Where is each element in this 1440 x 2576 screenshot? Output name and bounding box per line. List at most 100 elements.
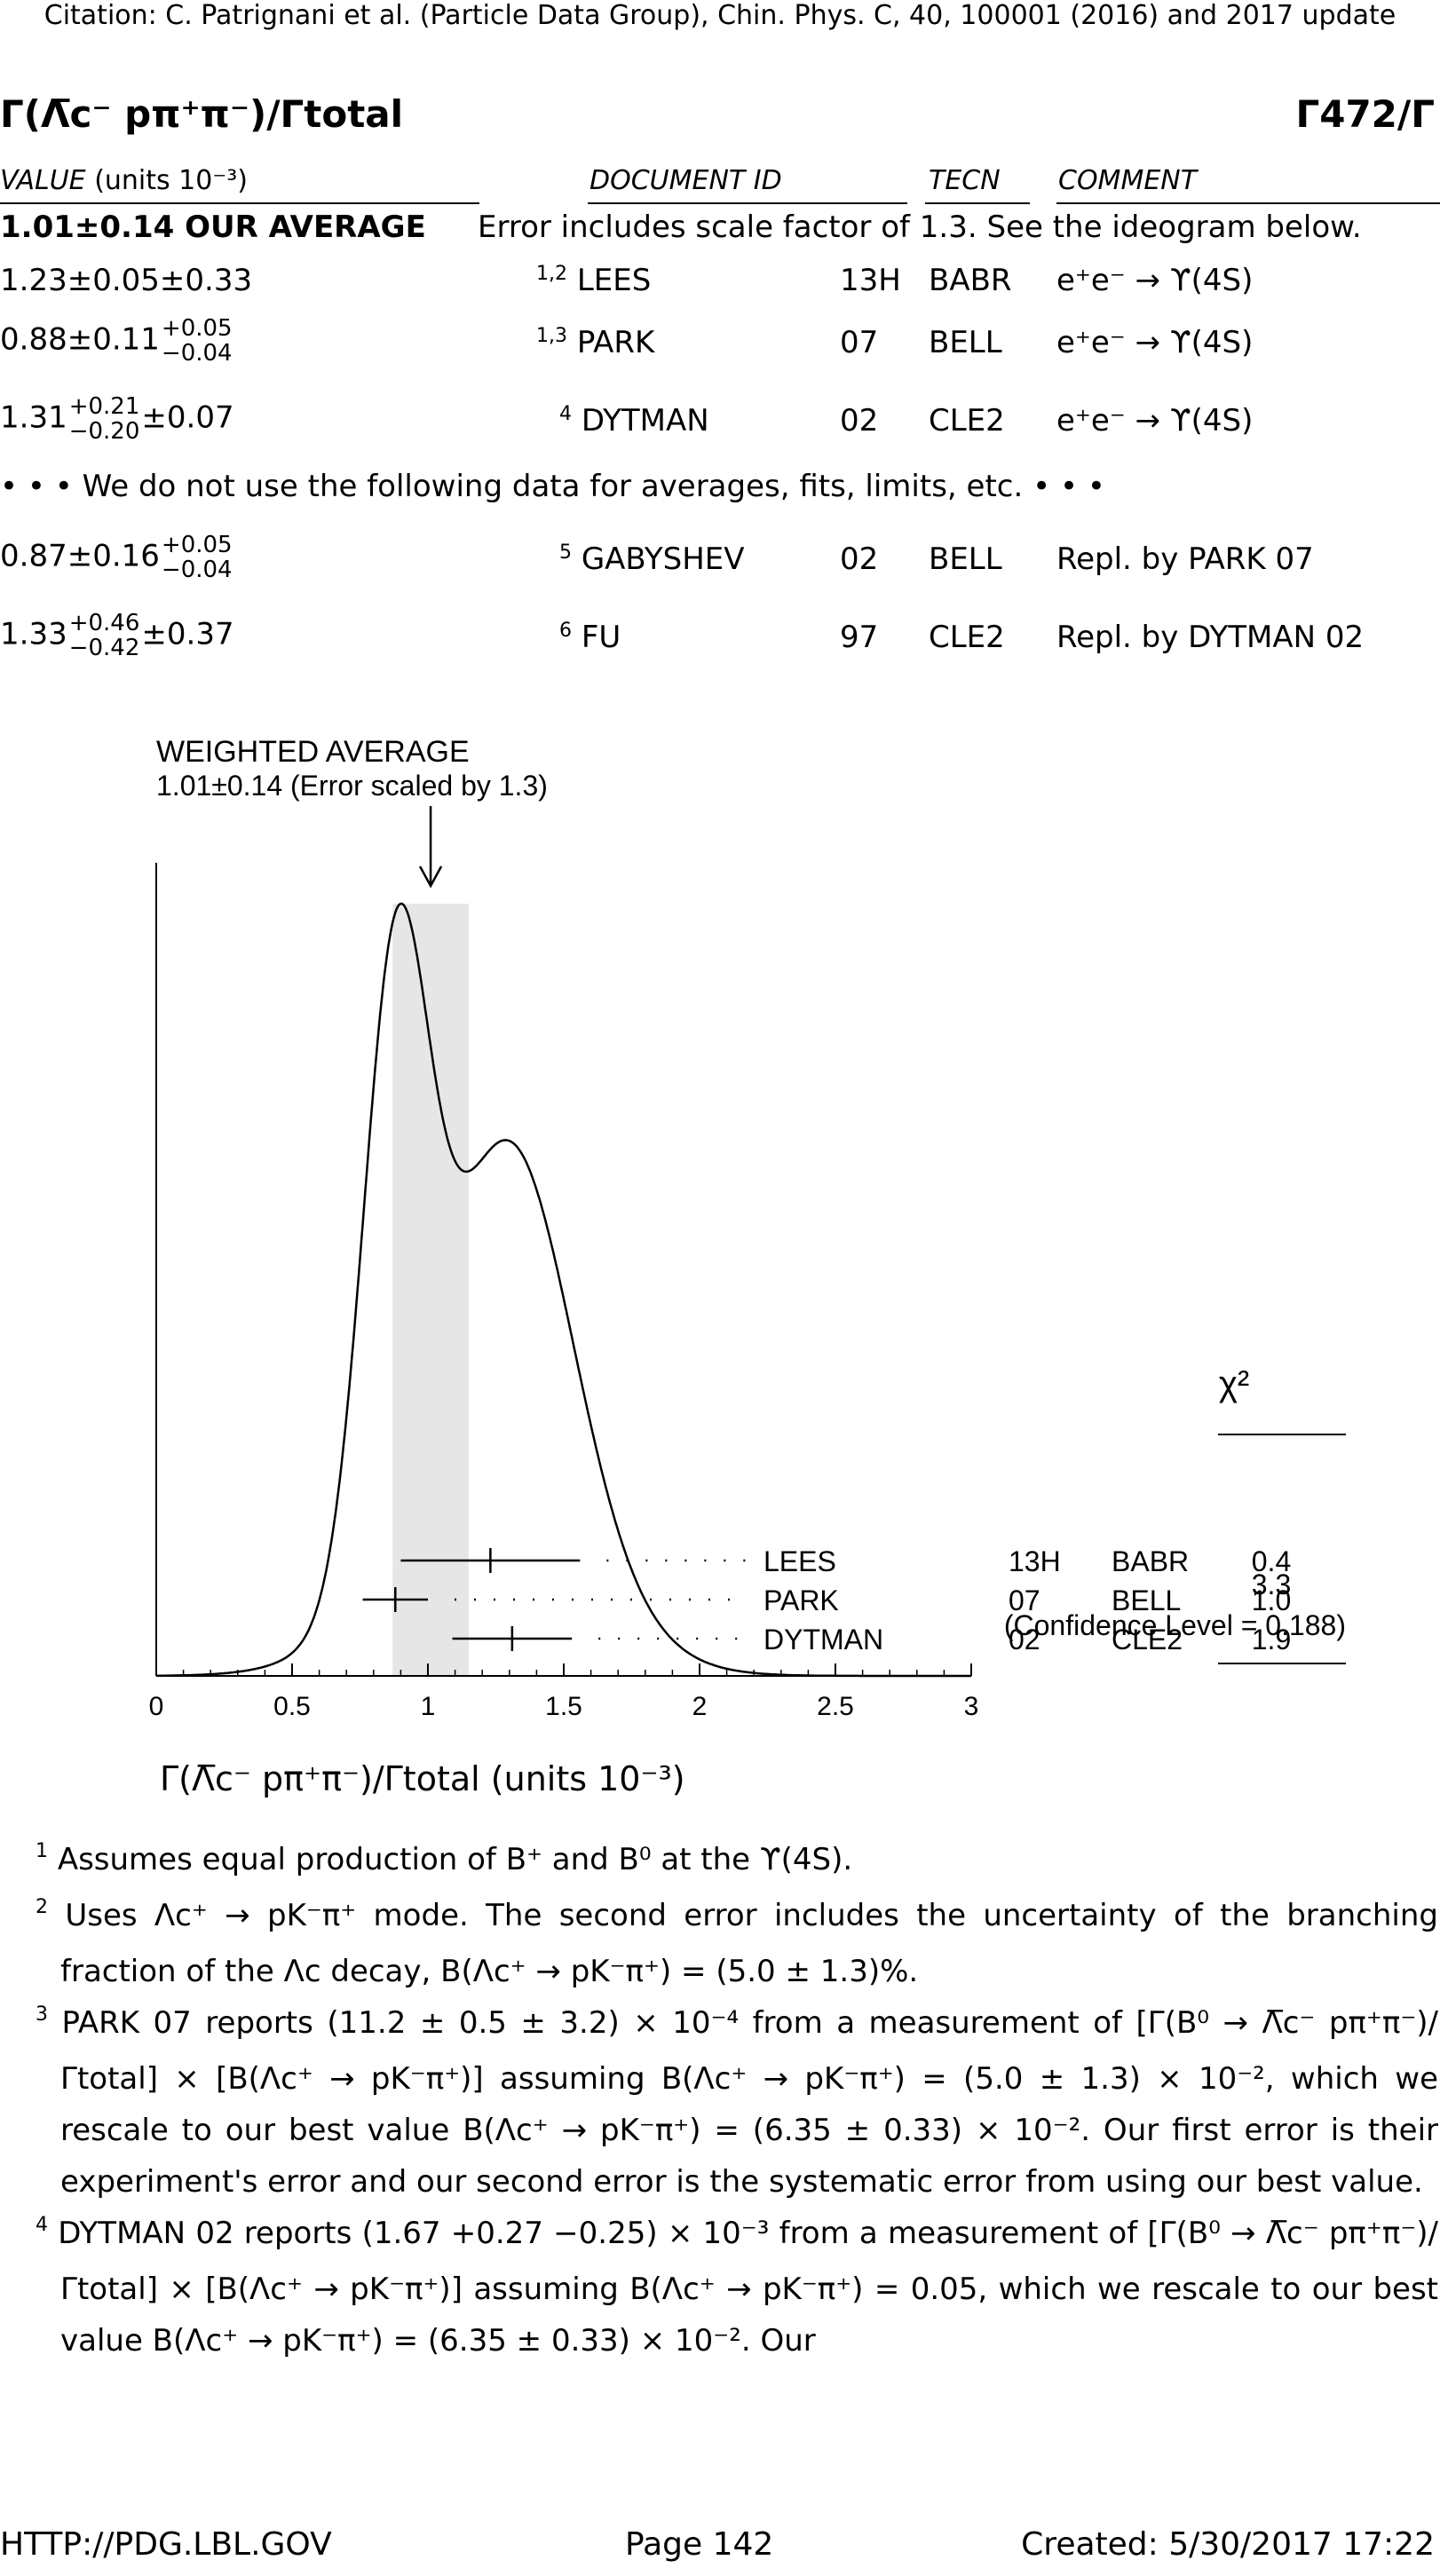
x-axis-label: Γ(Λ̅c⁻ pπ⁺π⁻)/Γtotal (units 10⁻³) [160,1759,685,1798]
table-row-year: 13H [840,263,901,298]
measurement-chi2: 1.0 [1252,1584,1291,1616]
weighted-average-value: 1.01±0.14 (Error scaled by 1.3) [156,770,548,802]
row-asym-err: +0.46 −0.42 [69,611,140,660]
footnote-number: 2 [36,1896,48,1918]
average-comment: Error includes scale factor of 1.3. See … [478,209,1362,245]
col-tecn-underline [925,202,1030,204]
col-tecn-header: TECN [929,165,1001,196]
err-down: −0.42 [68,635,140,661]
err-down: −0.04 [161,557,233,583]
footnote-number: 4 [36,2214,48,2236]
measurement-tecn: CLE2 [1112,1624,1183,1655]
footnote-text: PARK 07 reports (11.2 ± 0.5 ± 3.2) × 10⁻… [60,2005,1438,2200]
footnote-3: 3 PARK 07 reports (11.2 ± 0.5 ± 3.2) × 1… [36,1997,1438,2208]
not-used-note: • • • We do not use the following data f… [0,469,1105,504]
err-up: +0.05 [161,315,233,342]
footnote-text: Assumes equal production of B⁺ and B⁰ at… [57,1842,853,1877]
x-tick-label: 0 [149,1692,164,1721]
x-tick-label: 1 [421,1692,436,1721]
row-doc: DYTMAN [581,403,709,439]
weighted-average-title: WEIGHTED AVERAGE [156,735,470,769]
err-down: −0.04 [161,340,233,367]
table-row-year: 02 [840,541,879,577]
table-row-comment: e⁺e⁻ → ϒ(4S) [1056,403,1254,439]
row-doc: FU [581,620,621,655]
col-units-label: (units 10⁻³) [94,165,248,196]
ideogram-chart: WEIGHTED AVERAGE 1.01±0.14 (Error scaled… [149,735,1346,1721]
footnote-1: 1 Assumes equal production of B⁺ and B⁰ … [36,1834,1438,1890]
table-row-year: 02 [840,403,879,439]
citation-header: Citation: C. Patrignani et al. (Particle… [44,0,1396,31]
footnote-number: 3 [36,2003,48,2026]
col-comment-underline [1056,202,1440,204]
table-row-doc: 1,2 LEES [536,263,651,298]
footnote-number: 1 [36,1840,48,1862]
table-row-comment: Repl. by DYTMAN 02 [1056,620,1365,655]
measurement-name: DYTMAN [764,1624,883,1655]
row-refs: 6 [559,620,572,642]
footer-created: Created: 5/30/2017 17:22 [1021,2526,1435,2563]
row-value-tail: ±0.07 [141,399,234,436]
measurement-year: 13H [1009,1545,1061,1577]
table-row-doc: 5 GABYSHEV [559,541,745,577]
x-tick-label: 3 [964,1692,979,1721]
table-row-tecn: CLE2 [929,403,1005,439]
our-average: 1.01±0.14 OUR AVERAGE [0,209,426,245]
measurement-name: PARK [764,1584,839,1616]
table-row-tecn: BELL [929,325,1002,360]
table-row-tecn: CLE2 [929,620,1005,655]
footer-url[interactable]: HTTP://PDG.LBL.GOV [0,2526,332,2563]
row-refs: 1,2 [536,263,567,285]
table-row-value: 0.87±0.16 +0.05 −0.04 [0,533,234,582]
table-row-doc: 4 DYTMAN [559,403,709,439]
x-tick-label: 2 [692,1692,708,1721]
row-asym-err: +0.21 −0.20 [69,394,140,444]
average-arrow-head [418,865,443,889]
col-document-underline [588,202,907,204]
chi2-header: χ² [1219,1364,1249,1403]
col-document-header: DOCUMENT ID [589,165,782,196]
measurement-year: 02 [1009,1624,1040,1655]
measurement-year: 07 [1009,1584,1040,1616]
row-asym-err: +0.05 −0.04 [162,316,233,366]
row-doc: PARK [576,325,655,360]
col-comment-header: COMMENT [1058,165,1198,196]
err-up: +0.21 [68,393,140,420]
col-value-header: VALUE (units 10⁻³) [0,165,248,196]
footnotes: 1 Assumes equal production of B⁺ and B⁰ … [36,1834,1438,2367]
table-row-tecn: BELL [929,541,1002,577]
average-band [392,904,469,1676]
table-row-year: 07 [840,325,879,360]
table-row-comment: e⁺e⁻ → ϒ(4S) [1056,325,1254,360]
footnote-2: 2 Uses Λc⁺ → pK⁻π⁺ mode. The second erro… [36,1890,1438,1997]
err-up: +0.46 [68,610,140,636]
row-value-main: 0.88±0.11 [0,321,160,358]
page-title: Γ(Λ̅c⁻ pπ⁺π⁻)/Γtotal [0,92,404,136]
table-row-year: 97 [840,620,879,655]
row-value-tail: ±0.37 [141,616,234,652]
col-value-label: VALUE [0,165,86,196]
table-row-comment: e⁺e⁻ → ϒ(4S) [1056,263,1254,298]
row-value-main: 0.87±0.16 [0,538,160,574]
err-up: +0.05 [161,532,233,558]
col-value-underline [0,202,479,204]
table-row-value: 0.88±0.11 +0.05 −0.04 [0,316,234,366]
row-value-main: 1.31 [0,399,67,436]
footnote-text: Uses Λc⁺ → pK⁻π⁺ mode. The second error … [60,1898,1438,1989]
gamma-index: Γ472/Γ [1295,92,1435,136]
row-refs: 4 [559,403,572,425]
row-asym-err: +0.05 −0.04 [162,533,233,582]
chart-marks: 0 0.5 1 1.5 2 2.5 3 LEES 13H BABR 0.4 PARK 07 BELL 1.0… [149,806,1346,1721]
table-row-doc: 1,3 PARK [536,325,654,360]
table-row-value: 1.33 +0.46 −0.42 ±0.37 [0,611,234,660]
chi2-total: 3.3 [1252,1569,1291,1600]
row-doc: GABYSHEV [581,541,745,577]
measurement-tecn: BELL [1112,1584,1181,1616]
footnote-4: 4 DYTMAN 02 reports (1.67 +0.27 −0.25) ×… [36,2208,1438,2367]
footnote-text: DYTMAN 02 reports (1.67 +0.27 −0.25) × 1… [58,2216,1438,2359]
measurement-chi2: 0.4 [1252,1545,1291,1577]
table-row-comment: Repl. by PARK 07 [1056,541,1314,577]
x-tick-label: 0.5 [273,1692,311,1721]
table-row-value: 1.31 +0.21 −0.20 ±0.07 [0,394,234,444]
row-refs: 1,3 [536,325,567,347]
